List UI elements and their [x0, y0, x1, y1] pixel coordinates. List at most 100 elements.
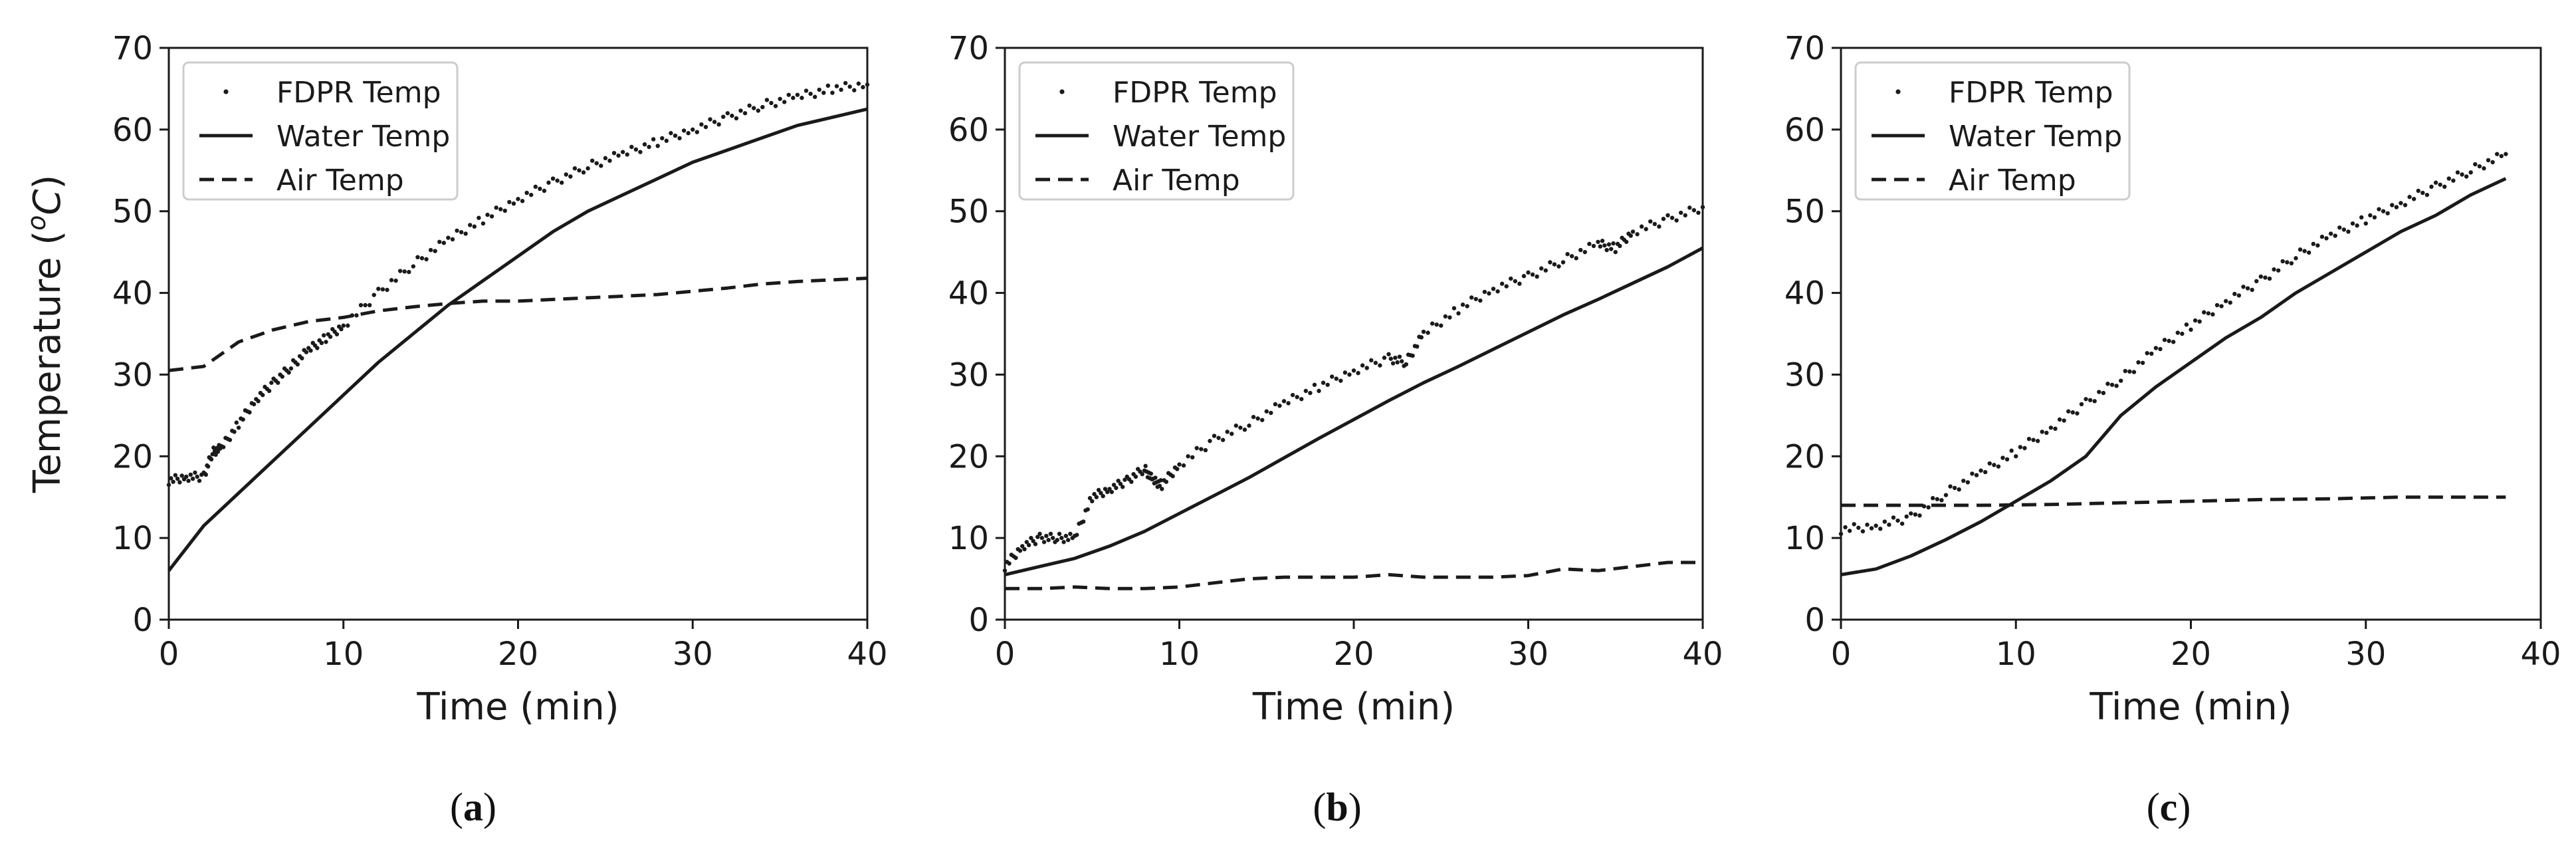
fdpr-point — [1105, 489, 1110, 495]
fdpr-point — [2236, 293, 2242, 298]
fdpr-point — [2289, 261, 2294, 266]
fdpr-point — [1931, 496, 1935, 501]
fdpr-point — [2276, 268, 2281, 273]
fdpr-point — [1277, 404, 1282, 408]
fdpr-point — [1865, 522, 1870, 527]
series-air-line — [168, 277, 868, 372]
fdpr-point — [498, 207, 503, 211]
fdpr-point — [769, 100, 774, 106]
fdpr-point — [1194, 445, 1199, 451]
fdpr-point — [2197, 319, 2202, 324]
fdpr-point — [1101, 493, 1105, 499]
fdpr-point — [1096, 487, 1101, 493]
fdpr-point — [1624, 239, 1629, 244]
fdpr-point — [1957, 487, 1961, 492]
fdpr-point — [407, 269, 411, 275]
fdpr-point — [1608, 247, 1614, 251]
fdpr-point — [752, 106, 756, 110]
fdpr-point — [681, 128, 687, 133]
fdpr-point — [1133, 474, 1138, 479]
fdpr-point — [1869, 526, 1874, 531]
fdpr-point — [1360, 363, 1365, 368]
fdpr-point — [280, 374, 284, 379]
fdpr-point — [1055, 538, 1059, 543]
fdpr-point — [1535, 274, 1539, 279]
fdpr-point — [502, 208, 507, 213]
fdpr-point — [2153, 346, 2159, 350]
fdpr-point — [2202, 310, 2206, 314]
fdpr-point — [450, 237, 455, 242]
fdpr-point — [555, 178, 560, 183]
fdpr-point — [1114, 485, 1119, 491]
fdpr-point — [1530, 272, 1535, 277]
fdpr-point — [2438, 182, 2442, 187]
x-tick-label: 30 — [1508, 636, 1549, 673]
fdpr-point — [1046, 538, 1051, 543]
fdpr-point — [1543, 268, 1548, 273]
fdpr-point — [2070, 410, 2076, 415]
fdpr-point — [2359, 215, 2364, 220]
y-tick-label: 0 — [132, 602, 153, 639]
fdpr-point — [625, 152, 629, 157]
fdpr-point — [1153, 475, 1158, 480]
fdpr-point — [1952, 485, 1957, 491]
fdpr-point — [1299, 397, 1304, 402]
fdpr-point — [572, 166, 578, 171]
fdpr-point — [800, 96, 804, 100]
fdpr-point — [411, 264, 416, 269]
legend-label: FDPR Temp — [1949, 76, 2113, 110]
fdpr-point — [1312, 382, 1317, 387]
y-tick-label: 20 — [112, 438, 153, 475]
fdpr-point — [786, 92, 791, 97]
fdpr-point — [324, 340, 328, 344]
fdpr-point — [2044, 430, 2049, 435]
chart-panel-a: 0 10 20 30 40 50 60 70 0 10 20 30 40 Time (min) Temper… — [22, 30, 888, 729]
fdpr-point — [1996, 464, 2001, 469]
fdpr-point — [1495, 289, 1500, 294]
fdpr-point — [712, 120, 717, 124]
fdpr-point — [2294, 256, 2298, 261]
fdpr-point — [2119, 378, 2123, 383]
fdpr-point — [1556, 264, 1561, 269]
fdpr-point — [269, 380, 274, 385]
fdpr-point — [795, 92, 800, 97]
legend-box — [1854, 61, 2131, 201]
fdpr-point — [428, 247, 433, 253]
fdpr-point — [1569, 254, 1574, 259]
fdpr-point — [2363, 221, 2368, 226]
fdpr-point — [1451, 306, 1457, 310]
fdpr-point — [1094, 495, 1099, 499]
fdpr-point — [1356, 370, 1360, 376]
fdpr-point — [1539, 266, 1544, 271]
fdpr-point — [1669, 215, 1675, 220]
fdpr-point — [1644, 227, 1648, 231]
x-tick-label: 20 — [1333, 636, 1374, 673]
fdpr-point — [577, 168, 582, 173]
fdpr-point — [315, 346, 320, 350]
fdpr-point — [1482, 289, 1487, 295]
fdpr-point — [1526, 270, 1531, 275]
fdpr-point — [308, 348, 313, 353]
fdpr-point — [184, 474, 189, 479]
fdpr-point — [1024, 540, 1029, 545]
panel-caption-a: (a) — [450, 785, 496, 829]
fdpr-point — [664, 138, 669, 143]
fdpr-point — [1148, 471, 1154, 476]
fdpr-point — [1087, 496, 1093, 501]
fdpr-point — [212, 449, 217, 453]
fdpr-point — [2175, 330, 2180, 335]
fdpr-point — [1020, 544, 1025, 549]
fdpr-point — [2328, 231, 2333, 236]
fdpr-point — [446, 235, 451, 240]
fdpr-point — [477, 215, 481, 220]
fdpr-point — [1414, 344, 1420, 349]
y-tick-label: 50 — [948, 193, 989, 231]
legend-label: Air Temp — [276, 164, 404, 197]
fdpr-point — [642, 142, 647, 147]
fdpr-point — [529, 192, 534, 197]
fdpr-point — [1120, 485, 1125, 489]
fdpr-point — [1103, 487, 1108, 491]
fdpr-point — [1683, 213, 1687, 218]
fdpr-point — [1478, 298, 1483, 303]
